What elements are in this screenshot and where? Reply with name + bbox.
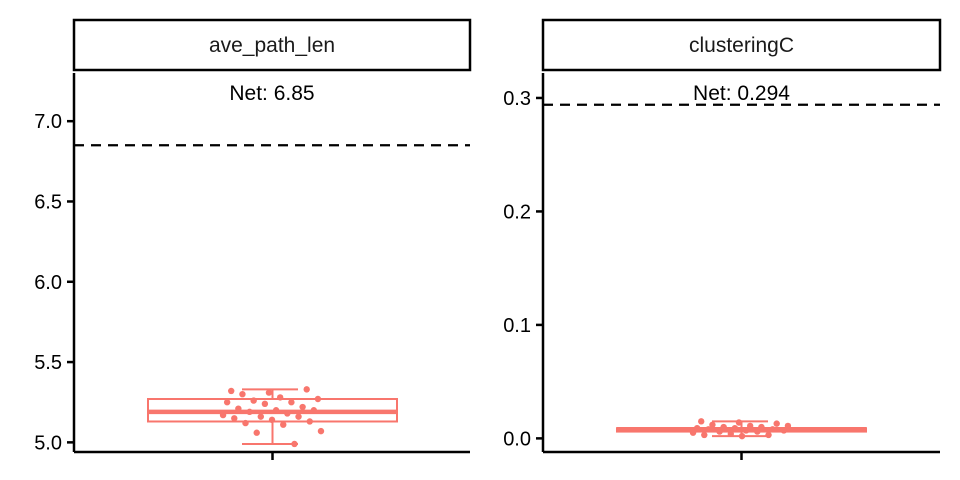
data-point — [742, 427, 750, 434]
data-point — [738, 432, 746, 440]
data-point — [219, 411, 227, 419]
data-point — [295, 413, 302, 420]
data-point — [250, 397, 257, 404]
data-point — [272, 407, 280, 414]
data-point — [689, 429, 697, 436]
data-point — [228, 387, 235, 395]
data-point — [265, 389, 273, 396]
data-point — [765, 431, 772, 439]
data-point — [709, 421, 716, 428]
data-point — [246, 408, 253, 416]
data-point — [746, 422, 754, 430]
data-point — [235, 405, 242, 412]
reference-label: Net: 6.85 — [229, 82, 314, 105]
data-point — [758, 423, 765, 431]
data-point — [705, 426, 712, 433]
data-point — [735, 419, 743, 426]
data-point — [731, 424, 739, 432]
facet-strip-label: ave_path_len — [209, 34, 335, 57]
data-point — [276, 394, 284, 401]
data-point — [317, 427, 325, 435]
data-point — [780, 427, 788, 434]
data-point — [727, 430, 734, 438]
data-point — [314, 395, 322, 403]
reference-label: Net: 0.294 — [693, 82, 790, 105]
data-point — [784, 422, 792, 430]
data-point — [303, 386, 310, 393]
data-point — [261, 400, 269, 408]
y-tick-label: 7.0 — [34, 111, 62, 133]
data-point — [773, 420, 780, 427]
data-point — [239, 390, 246, 398]
data-point — [268, 416, 276, 424]
y-tick-label: 0.2 — [503, 201, 531, 223]
data-point — [769, 426, 776, 433]
y-tick-label: 5.5 — [34, 352, 62, 374]
data-point — [310, 407, 318, 414]
facet-strip — [72, 18, 472, 72]
facet-strip-label: clusteringC — [689, 34, 794, 57]
y-tick-label: 0.1 — [503, 315, 531, 337]
y-tick-label: 6.5 — [34, 191, 62, 213]
y-tick-label: 6.0 — [34, 272, 62, 294]
data-point — [257, 413, 264, 420]
data-point — [253, 429, 260, 436]
data-point — [242, 419, 249, 427]
data-point — [280, 421, 287, 428]
data-point — [701, 431, 708, 439]
data-point — [754, 428, 761, 435]
data-point — [284, 410, 291, 417]
data-point — [698, 418, 705, 425]
facet-strip — [541, 18, 942, 72]
data-point — [231, 415, 238, 422]
y-tick-label: 5.0 — [34, 432, 62, 454]
y-tick-label: 0.3 — [503, 88, 531, 110]
data-point — [223, 399, 231, 406]
data-point — [288, 399, 295, 406]
y-tick-label: 0.0 — [503, 428, 531, 450]
data-point — [716, 428, 723, 435]
data-point — [299, 403, 306, 411]
data-point — [720, 423, 727, 431]
data-point — [306, 418, 313, 425]
data-point — [693, 424, 701, 432]
data-point — [291, 440, 298, 448]
